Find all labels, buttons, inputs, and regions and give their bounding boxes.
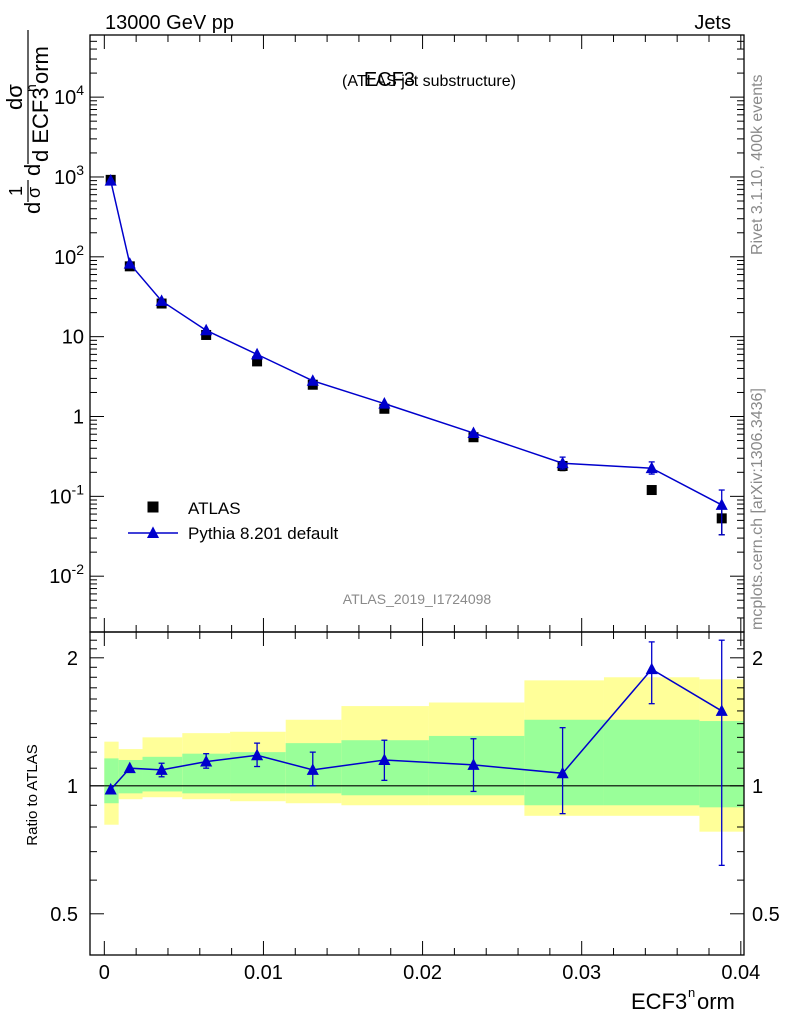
pythia-data-point xyxy=(251,347,264,360)
legend-pythia-marker xyxy=(146,526,160,538)
ratio-y-axis-label: Ratio to ATLAS xyxy=(24,744,41,845)
atlas-data-point xyxy=(646,485,657,496)
main-y-tick-label: 10-1 xyxy=(49,481,84,508)
ratio-data-point xyxy=(378,753,391,765)
ylabel-d-ecf3: d ECF3 xyxy=(28,87,53,162)
legend: ATLAS Pythia 8.201 default xyxy=(128,499,339,543)
atlas-data-point xyxy=(252,356,263,367)
ylabel-sigma: σ xyxy=(24,187,44,198)
atlas-data-point xyxy=(379,403,390,414)
x-tick-label: 0.02 xyxy=(403,962,442,984)
ylabel-superscript-n: n xyxy=(23,84,39,92)
pythia-data-point xyxy=(123,257,136,269)
ratio-data-point xyxy=(645,662,658,675)
main-panel: 10-2 10-1 1 10 102 103 104 ECF3 (ATLAS jet sub… xyxy=(49,34,745,633)
chart-title: ECF3 xyxy=(364,69,415,91)
pythia-line xyxy=(109,180,723,506)
ratio-panel: 0 0.01 0.02 0.03 0.04 0.5 0.5 1 1 2 2 Ratio to ATL… xyxy=(24,631,780,984)
pythia-data-point xyxy=(378,397,391,409)
band-green xyxy=(524,719,604,806)
ratio-y-tick-label: 0.5 xyxy=(50,904,78,926)
x-tick-label: 0.01 xyxy=(244,962,283,984)
rivet-text: Rivet 3.1.10, 400k events xyxy=(749,74,766,255)
header-left-text: 13000 GeV pp xyxy=(105,12,234,34)
ylabel-d-2: d xyxy=(20,164,45,176)
main-y-tick-label: 102 xyxy=(54,242,84,269)
pythia-data-point xyxy=(155,294,168,306)
chart-subtitle: (ATLAS jet substructure) xyxy=(342,73,516,90)
main-plot-area: 10-2 10-1 1 10 102 103 104 xyxy=(49,34,745,633)
x-axis-label: ECF3 n orm xyxy=(631,985,735,1014)
pythia-data-point xyxy=(104,174,117,186)
ratio-data-point xyxy=(306,763,319,775)
main-y-tick-label: 10 xyxy=(62,327,84,349)
pythia-data-point xyxy=(645,461,658,474)
ratio-plot-area: 0 0.01 0.02 0.03 0.04 0.5 0.5 1 1 2 2 xyxy=(50,631,780,984)
xlabel-superscript-n: n xyxy=(688,985,695,1000)
xlabel-ecf3: ECF3 xyxy=(631,989,687,1014)
ratio-y-tick-label-right: 1 xyxy=(752,776,763,798)
ratio-data-point xyxy=(200,755,213,767)
ratio-frame xyxy=(89,631,745,956)
pythia-data-point xyxy=(306,374,319,386)
ratio-y-tick-label-right: 0.5 xyxy=(752,904,780,926)
band-green xyxy=(104,758,119,804)
pythia-data-point xyxy=(200,323,213,336)
ylabel-dsigma: dσ xyxy=(2,84,27,110)
header-right-text: Jets xyxy=(694,12,731,34)
band-green xyxy=(341,740,429,796)
ratio-y-tick-label-right: 2 xyxy=(752,648,763,670)
main-y-tick-label: 103 xyxy=(54,162,84,189)
legend-atlas-label: ATLAS xyxy=(188,499,241,518)
analysis-label: ATLAS_2019_I1724098 xyxy=(343,591,492,607)
legend-atlas-marker xyxy=(147,501,159,513)
main-y-tick-label: 104 xyxy=(54,82,84,109)
ratio-data-point xyxy=(467,758,480,770)
main-y-tick-label: 1 xyxy=(73,407,84,429)
x-tick-label: 0 xyxy=(99,962,110,984)
ratio-data-point xyxy=(155,763,168,775)
xlabel-orm: orm xyxy=(697,989,735,1014)
ratio-data-point xyxy=(251,748,264,761)
ratio-y-tick-label: 1 xyxy=(67,776,78,798)
mcplots-text: mcplots.cern.ch [arXiv:1306.3436] xyxy=(749,388,766,630)
x-tick-label: 0.03 xyxy=(562,962,601,984)
ylabel-one: 1 xyxy=(6,186,26,196)
ratio-data-point xyxy=(104,782,117,795)
ratio-data-point xyxy=(556,766,569,779)
ylabel-d-prefix: d xyxy=(20,202,45,214)
ratio-data-point xyxy=(715,704,728,716)
x-tick-label: 0.04 xyxy=(721,962,760,984)
pythia-data-point xyxy=(715,498,728,510)
main-y-tick-label: 10-2 xyxy=(49,561,84,588)
ratio-data-point xyxy=(123,761,136,774)
ratio-y-tick-label: 2 xyxy=(67,648,78,670)
band-green xyxy=(603,719,700,806)
pythia-data-point xyxy=(467,426,480,439)
legend-pythia-label: Pythia 8.201 default xyxy=(188,524,339,543)
main-y-axis-label: d 1 σ d dσ d ECF3 n orm xyxy=(2,30,53,214)
ylabel-orm: orm xyxy=(28,46,53,84)
pythia-data-point xyxy=(556,456,569,469)
